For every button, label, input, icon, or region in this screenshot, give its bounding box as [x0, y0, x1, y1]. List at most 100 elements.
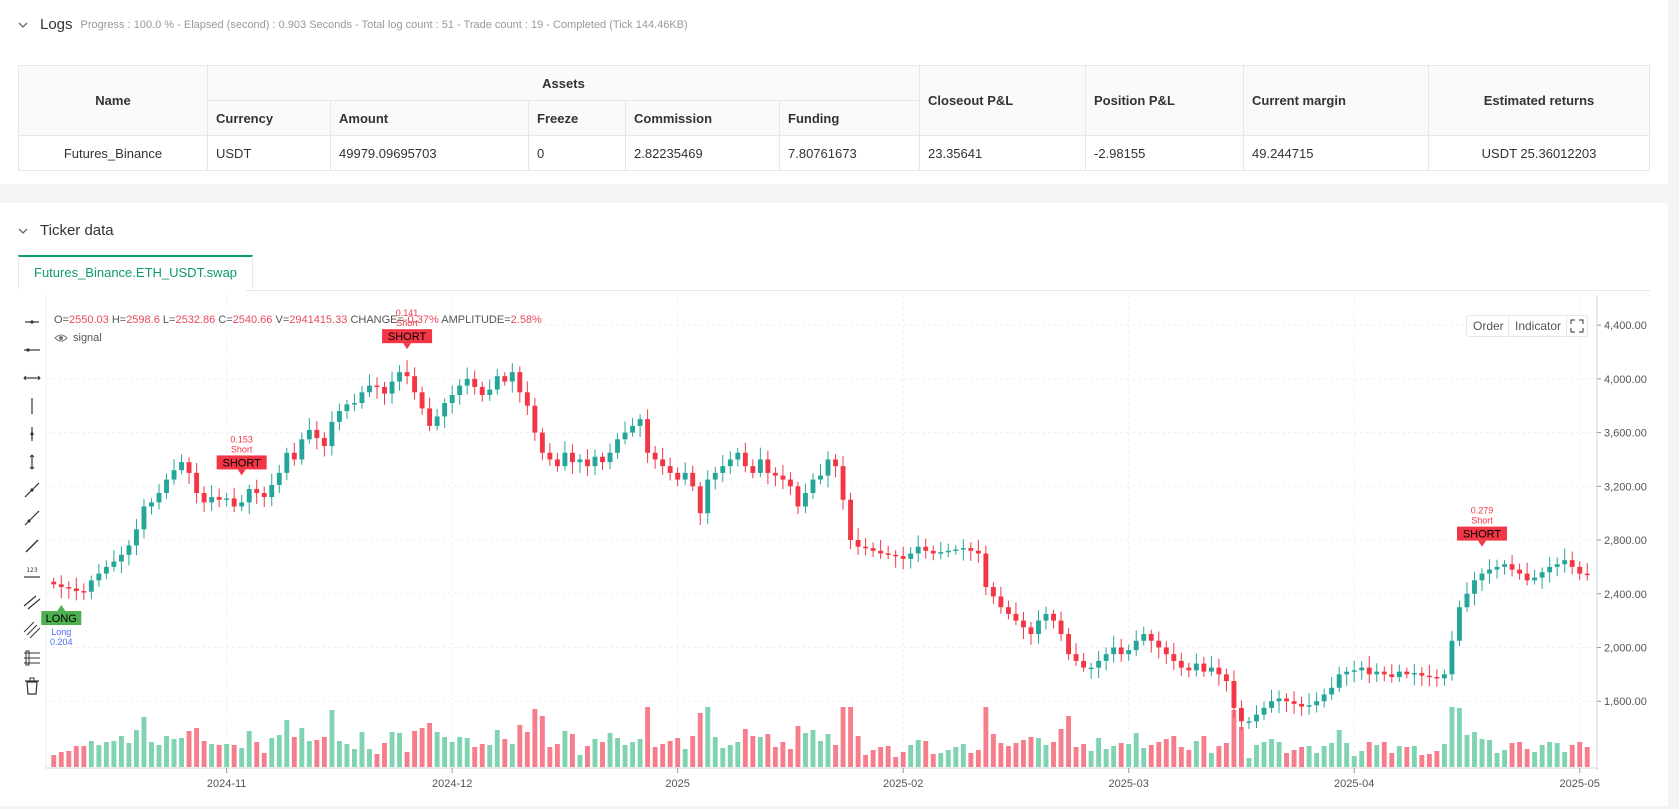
- volume-bar: [930, 754, 936, 767]
- vertical-ray-icon[interactable]: [22, 424, 42, 444]
- horizontal-line-icon[interactable]: [22, 340, 42, 360]
- candle-body: [1411, 672, 1417, 675]
- fullscreen-button[interactable]: [1566, 315, 1588, 337]
- candle-body: [1133, 640, 1139, 651]
- extended-line-icon[interactable]: [22, 368, 42, 388]
- candle-body: [1118, 647, 1124, 655]
- candle-body: [690, 472, 696, 487]
- candle-body: [419, 392, 425, 409]
- candle-body: [1569, 560, 1575, 567]
- signal-arrow: [403, 343, 412, 350]
- volume-bar: [1051, 742, 1056, 767]
- chevron-down-icon[interactable]: [18, 20, 28, 30]
- candle-body: [284, 452, 290, 473]
- col-assets: Assets: [207, 65, 920, 101]
- volume-bar: [1223, 743, 1229, 767]
- indicator-button[interactable]: Indicator: [1508, 315, 1569, 337]
- ohlc-legend: O=2550.03 H=2598.6 L=2532.86 C=2540.66 V…: [54, 314, 542, 326]
- volume-bar: [742, 729, 748, 767]
- candle-body: [1487, 569, 1492, 574]
- ticker-header[interactable]: Ticker data: [18, 222, 114, 239]
- volume-bar: [983, 707, 989, 767]
- candle-body: [554, 459, 560, 467]
- candle-body: [532, 405, 538, 433]
- candlestick-chart[interactable]: LONGLong0.2040.153ShortSHORT0.141ShortSH…: [0, 295, 1668, 806]
- logs-header[interactable]: Logs Progress : 100.0 % - Elapsed (secon…: [18, 16, 688, 33]
- tab-eth-usdt[interactable]: Futures_Binance.ETH_USDT.swap: [18, 255, 254, 289]
- ohlc-amplitude-label: AMPLITUDE=: [441, 314, 511, 326]
- signal-arrow: [57, 605, 66, 612]
- x-tick-label: 2025-02: [883, 778, 923, 790]
- candle-body: [1517, 569, 1523, 574]
- trend-line-icon[interactable]: [22, 480, 42, 500]
- volume-bar: [810, 730, 816, 767]
- candle-body: [1479, 573, 1485, 581]
- vertical-arrow-icon[interactable]: [22, 452, 42, 472]
- y-tick-label: 2,000.00: [1604, 642, 1647, 654]
- candle-body: [930, 550, 936, 554]
- volume-bar: [1299, 747, 1305, 767]
- candle-body: [1426, 675, 1432, 678]
- volume-bar: [1036, 738, 1041, 767]
- candle-body: [299, 439, 305, 460]
- candle-body: [855, 540, 861, 547]
- segment-line-icon[interactable]: [22, 536, 42, 556]
- horizontal-ray-icon[interactable]: [22, 312, 42, 332]
- candle-body: [1254, 714, 1259, 722]
- volume-bar: [945, 750, 951, 767]
- candle-body: [1441, 674, 1447, 679]
- signal-markers: LONGLong0.2040.153ShortSHORT0.141ShortSH…: [41, 308, 1508, 647]
- eye-icon[interactable]: [54, 333, 68, 343]
- volume-bar: [1118, 743, 1124, 767]
- volume-bar: [772, 747, 778, 767]
- pitchfork-icon[interactable]: [22, 620, 42, 640]
- volume-bar: [201, 741, 207, 767]
- price-line-icon[interactable]: 123: [22, 564, 42, 584]
- volume-bar: [464, 738, 470, 767]
- volume-bar: [1208, 753, 1214, 767]
- candle-body: [1156, 640, 1162, 648]
- y-tick-label: 4,000.00: [1604, 374, 1647, 386]
- candle-body: [502, 376, 508, 382]
- chevron-down-icon[interactable]: [18, 226, 28, 236]
- candle-body: [1314, 701, 1320, 706]
- volume-bar: [1457, 708, 1462, 767]
- volume-bar: [88, 741, 94, 767]
- volume-bar: [502, 739, 508, 767]
- volume-bar: [374, 754, 380, 767]
- volume-bar: [1005, 746, 1011, 767]
- candle-body: [622, 432, 628, 440]
- volume-bar: [1193, 741, 1199, 767]
- fibonacci-icon[interactable]: [22, 648, 42, 668]
- parallel-channel-icon[interactable]: [22, 592, 42, 612]
- cell-name: Futures_Binance: [18, 135, 208, 171]
- volume-bar: [1073, 747, 1079, 767]
- trash-icon[interactable]: [22, 676, 42, 696]
- col-current-margin: Current margin: [1243, 65, 1429, 136]
- order-button[interactable]: Order: [1466, 315, 1511, 337]
- volume-bar: [607, 733, 613, 767]
- candle-body: [1081, 660, 1087, 668]
- ray-line-icon[interactable]: [22, 508, 42, 528]
- candle-body: [735, 452, 741, 460]
- volume-bar: [1441, 744, 1447, 767]
- volume-bars: [51, 707, 1590, 767]
- volume-bar: [585, 746, 590, 767]
- candle-body: [96, 573, 102, 581]
- volume-bar: [1314, 753, 1320, 767]
- candle-body: [569, 452, 575, 463]
- candle-body: [945, 550, 951, 553]
- volume-bar: [554, 744, 560, 767]
- candle-body: [960, 548, 966, 550]
- volume-bar: [1449, 707, 1455, 767]
- volume-bar: [367, 749, 372, 767]
- vertical-line-icon[interactable]: [22, 396, 42, 416]
- volume-bar: [126, 743, 132, 767]
- volume-bar: [1524, 749, 1530, 767]
- col-amount: Amount: [330, 100, 529, 136]
- volume-bar: [1539, 745, 1545, 767]
- volume-bar: [1276, 742, 1282, 767]
- signal-legend[interactable]: signal: [54, 332, 102, 344]
- signal-label-text: Short: [231, 444, 253, 454]
- cell-commission: 2.82235469: [625, 135, 780, 171]
